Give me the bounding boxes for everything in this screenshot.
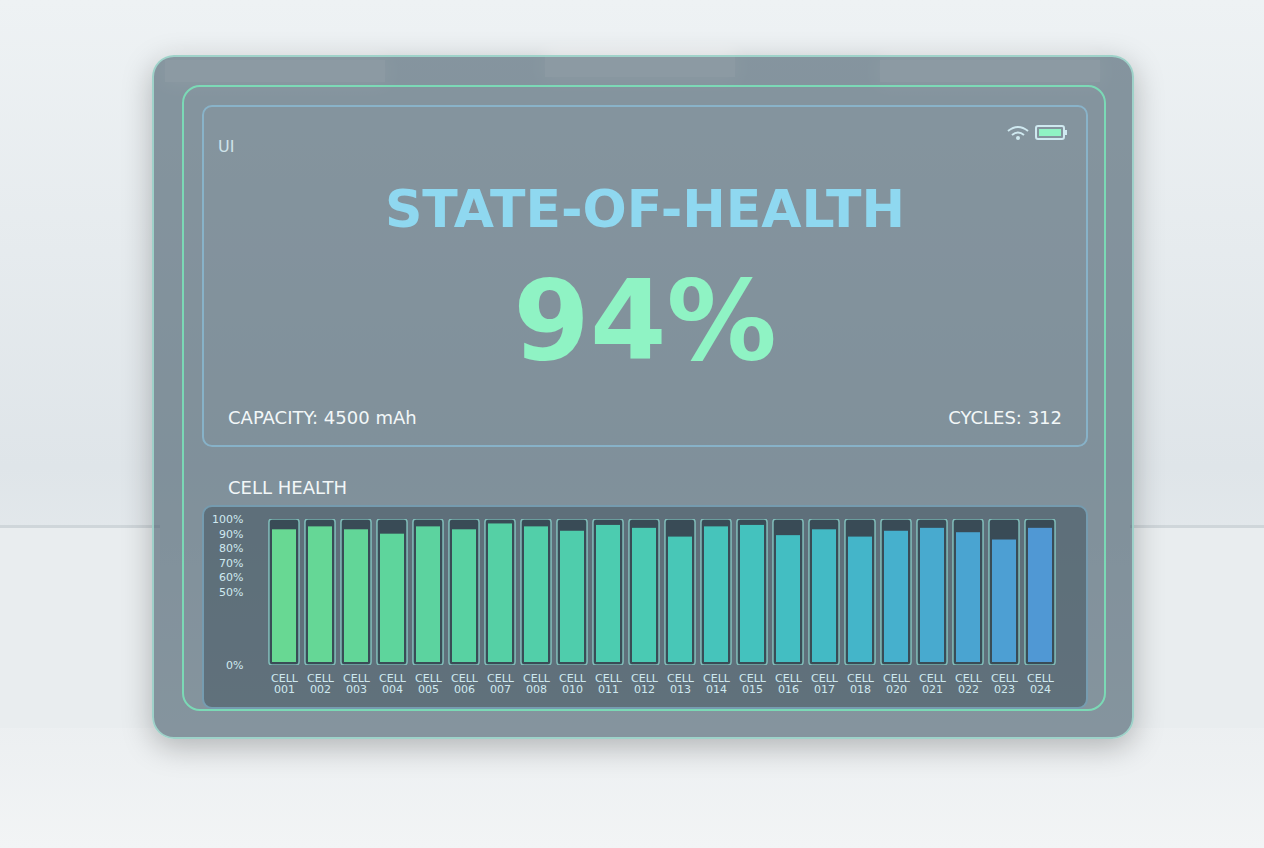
- html-text:CELL HEALTH: CELL HEALTH: [228, 477, 347, 498]
- svg-text:CELL018: CELL018: [847, 672, 875, 696]
- svg-text:CELL023: CELL023: [991, 672, 1019, 696]
- svg-text:CELL016: CELL016: [775, 672, 803, 696]
- html-text:STATE-OF-HEALTH: STATE-OF-HEALTH: [384, 179, 906, 239]
- html-text:UI: UI: [218, 137, 235, 156]
- svg-text:CELL012: CELL012: [631, 672, 659, 696]
- svg-text:60%: 60%: [219, 571, 243, 584]
- html-text:CAPACITY: 4500 mAh: CAPACITY: 4500 mAh: [228, 407, 417, 428]
- svg-text:CELL004: CELL004: [379, 672, 407, 696]
- svg-text:CELL013: CELL013: [667, 672, 695, 696]
- svg-text:CELL014: CELL014: [703, 672, 731, 696]
- svg-text:CELL001: CELL001: [271, 672, 299, 696]
- svg-text:90%: 90%: [219, 528, 243, 541]
- svg-text:CELL020: CELL020: [883, 672, 911, 696]
- svg-text:CELL006: CELL006: [451, 672, 479, 696]
- svg-text:CELL008: CELL008: [523, 672, 551, 696]
- svg-text:CELL021: CELL021: [919, 672, 947, 696]
- svg-text:CELL002: CELL002: [307, 672, 335, 696]
- svg-text:CELL003: CELL003: [343, 672, 371, 696]
- html-text:CYCLES: 312: CYCLES: 312: [948, 407, 1062, 428]
- svg-text:CELL007: CELL007: [487, 672, 515, 696]
- svg-text:CELL011: CELL011: [595, 672, 623, 696]
- svg-text:CELL022: CELL022: [955, 672, 983, 696]
- svg-text:80%: 80%: [219, 542, 243, 555]
- svg-text:100%: 100%: [212, 513, 243, 526]
- svg-text:CELL015: CELL015: [739, 672, 767, 696]
- svg-text:CELL010: CELL010: [559, 672, 587, 696]
- html-text:94%: 94%: [513, 257, 777, 385]
- svg-text:0%: 0%: [226, 659, 243, 672]
- svg-text:70%: 70%: [219, 557, 243, 570]
- svg-text:50%: 50%: [219, 586, 243, 599]
- svg-text:CELL024: CELL024: [1027, 672, 1055, 696]
- svg-text:CELL017: CELL017: [811, 672, 839, 696]
- svg-text:CELL005: CELL005: [415, 672, 443, 696]
